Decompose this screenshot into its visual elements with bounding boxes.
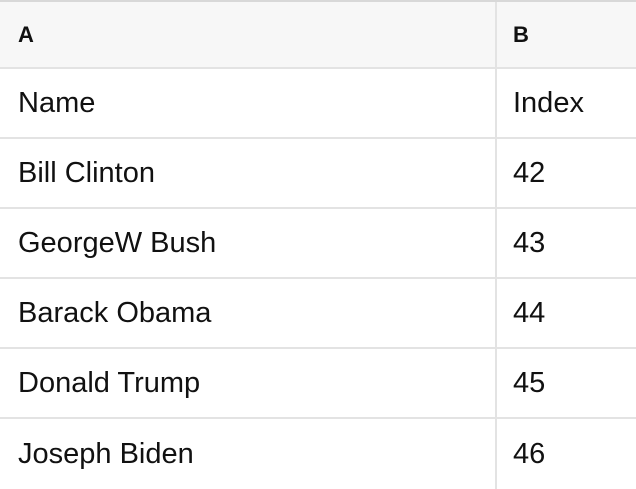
table-cell[interactable]: GeorgeW Bush <box>0 209 497 279</box>
table-cell[interactable]: Bill Clinton <box>0 139 497 209</box>
column-header-b[interactable]: B <box>497 2 636 69</box>
table-cell[interactable]: 44 <box>497 279 636 349</box>
table-cell[interactable]: 43 <box>497 209 636 279</box>
table-row: Bill Clinton 42 <box>0 139 636 209</box>
table-row: GeorgeW Bush 43 <box>0 209 636 279</box>
table-cell[interactable]: Joseph Biden <box>0 419 497 489</box>
table-cell[interactable]: Index <box>497 69 636 139</box>
table-cell[interactable]: Name <box>0 69 497 139</box>
table-cell[interactable]: 46 <box>497 419 636 489</box>
table-row: Name Index <box>0 69 636 139</box>
table-cell[interactable]: Barack Obama <box>0 279 497 349</box>
table-row: Donald Trump 45 <box>0 349 636 419</box>
table-row: Barack Obama 44 <box>0 279 636 349</box>
table-cell[interactable]: Donald Trump <box>0 349 497 419</box>
table-row: Joseph Biden 46 <box>0 419 636 489</box>
column-header-a[interactable]: A <box>0 2 497 69</box>
column-header-row: A B <box>0 2 636 69</box>
table-cell[interactable]: 45 <box>497 349 636 419</box>
table-body: Name Index Bill Clinton 42 GeorgeW Bush 43 Bar… <box>0 69 636 489</box>
table-cell[interactable]: 42 <box>497 139 636 209</box>
